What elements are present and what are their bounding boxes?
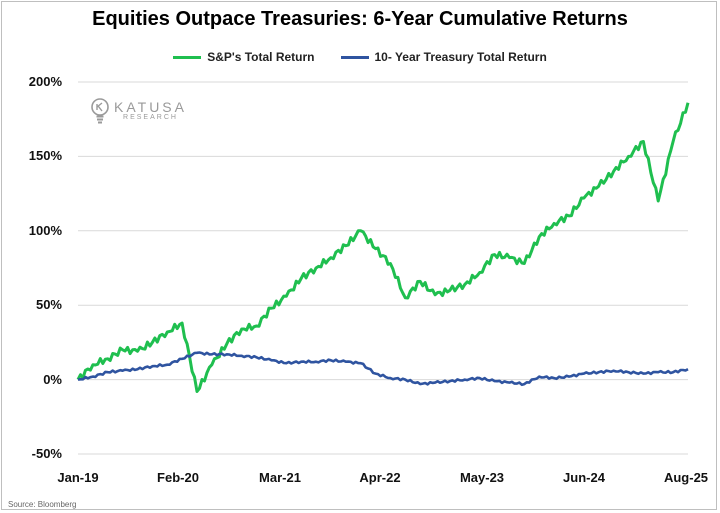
y-tick-label: 50%	[35, 297, 62, 313]
x-tick-label: Aug-25	[663, 470, 709, 485]
legend-swatch-treasury	[340, 55, 369, 59]
legend-label-treasury: 10- Year Treasury Total Return	[374, 50, 547, 64]
katusa-logo: KATUSA RESEARCH	[90, 97, 187, 125]
x-tick-label: Jun-24	[563, 470, 605, 485]
x-tick-label: Mar-21	[259, 470, 301, 485]
y-tick-label: 150%	[28, 148, 62, 164]
y-tick-label: -50%	[31, 446, 62, 461]
x-tick-label: Apr-22	[359, 470, 401, 485]
logo-sub: RESEARCH	[123, 114, 178, 121]
y-tick-label: 0%	[43, 371, 62, 387]
legend-item-treasury: 10- Year Treasury Total Return	[340, 50, 547, 64]
x-tick-label: Jan-19	[57, 470, 99, 485]
treasury-series-line	[77, 351, 689, 387]
legend-swatch-sp	[173, 55, 202, 59]
logo-name: KATUSA	[114, 99, 187, 115]
sp-series-line	[76, 102, 690, 393]
x-tick-label: Feb-20	[157, 470, 199, 485]
y-tick-label: 200%	[28, 74, 62, 89]
source-note: Source: Bloomberg	[8, 500, 77, 509]
y-tick-label: 100%	[28, 222, 62, 238]
chart-title: Equities Outpace Treasuries: 6-Year Cumu…	[92, 8, 628, 30]
legend: S&P's Total Return 10- Year Treasury Tot…	[0, 50, 720, 64]
x-tick-label: May-23	[459, 470, 505, 485]
legend-label-sp: S&P's Total Return	[207, 50, 315, 64]
legend-item-sp: S&P's Total Return	[173, 50, 315, 64]
lightbulb-icon	[91, 98, 109, 124]
